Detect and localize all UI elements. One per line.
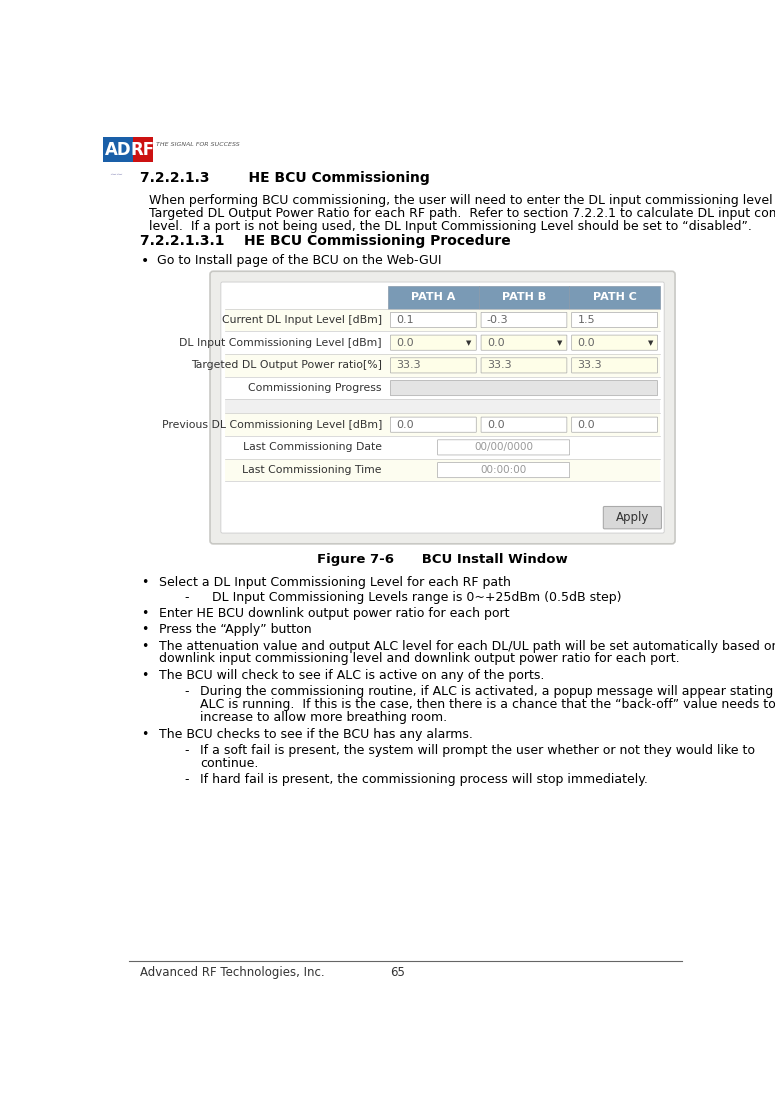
Text: PATH A: PATH A	[412, 292, 456, 302]
Text: When performing BCU commissioning, the user will need to enter the DL input comm: When performing BCU commissioning, the u…	[149, 195, 775, 208]
Text: -0.3: -0.3	[487, 315, 508, 325]
Text: •: •	[141, 668, 149, 681]
Bar	[479, 286, 570, 309]
FancyBboxPatch shape	[481, 358, 567, 373]
Text: •: •	[141, 576, 149, 589]
Text: 0.0: 0.0	[577, 420, 595, 430]
Text: Current DL Input Level [dBm]: Current DL Input Level [dBm]	[222, 315, 382, 325]
Text: 65: 65	[390, 966, 405, 979]
Text: ALC is running.  If this is the case, then there is a chance that the “back-off”: ALC is running. If this is the case, the…	[200, 698, 775, 711]
Text: •: •	[141, 728, 149, 741]
Text: •: •	[141, 608, 149, 620]
Bar	[225, 458, 660, 481]
Text: 0.0: 0.0	[487, 337, 505, 347]
Bar	[225, 331, 660, 354]
Text: Apply: Apply	[615, 511, 649, 524]
FancyBboxPatch shape	[391, 418, 477, 432]
Bar	[103, 137, 133, 162]
Text: -: -	[184, 744, 189, 757]
Text: -: -	[184, 685, 189, 698]
Text: 0.0: 0.0	[396, 420, 414, 430]
Text: 0.0: 0.0	[487, 420, 505, 430]
Text: Enter HE BCU downlink output power ratio for each port: Enter HE BCU downlink output power ratio…	[159, 608, 509, 620]
Text: Last Commissioning Time: Last Commissioning Time	[243, 465, 382, 475]
Text: -: -	[184, 773, 189, 786]
Text: DL Input Commissioning Levels range is 0~+25dBm (0.5dB step): DL Input Commissioning Levels range is 0…	[200, 591, 622, 604]
Bar	[388, 286, 479, 309]
FancyBboxPatch shape	[481, 312, 567, 328]
Text: The BCU checks to see if the BCU has any alarms.: The BCU checks to see if the BCU has any…	[159, 728, 473, 741]
Text: 0.0: 0.0	[396, 337, 414, 347]
Text: Select a DL Input Commissioning Level for each RF path: Select a DL Input Commissioning Level fo…	[159, 576, 511, 589]
Text: AD: AD	[105, 141, 131, 158]
Text: Go to Install page of the BCU on the Web-GUI: Go to Install page of the BCU on the Web…	[157, 254, 441, 267]
FancyBboxPatch shape	[391, 380, 657, 396]
Text: 7.2.2.1.3        HE BCU Commissioning: 7.2.2.1.3 HE BCU Commissioning	[140, 171, 429, 185]
Text: 00:00:00: 00:00:00	[480, 465, 527, 475]
Text: •: •	[141, 640, 149, 653]
Text: ▼: ▼	[647, 340, 653, 346]
FancyBboxPatch shape	[438, 440, 570, 455]
Text: PATH B: PATH B	[502, 292, 546, 302]
FancyBboxPatch shape	[391, 312, 477, 328]
Bar	[225, 413, 660, 436]
Text: •: •	[141, 254, 150, 268]
Text: 1.5: 1.5	[577, 315, 595, 325]
Text: THE SIGNAL FOR SUCCESS: THE SIGNAL FOR SUCCESS	[156, 143, 239, 147]
Bar	[133, 137, 153, 162]
FancyBboxPatch shape	[572, 358, 657, 373]
Text: -: -	[184, 591, 189, 604]
FancyBboxPatch shape	[572, 418, 657, 432]
Text: Targeted DL Output Power Ratio for each RF path.  Refer to section 7.2.2.1 to ca: Targeted DL Output Power Ratio for each …	[149, 208, 775, 220]
Text: •: •	[141, 623, 149, 636]
Bar	[570, 286, 660, 309]
Text: The attenuation value and output ALC level for each DL/UL path will be set autom: The attenuation value and output ALC lev…	[159, 640, 775, 653]
FancyBboxPatch shape	[438, 463, 570, 478]
Text: Advanced RF Technologies, Inc.: Advanced RF Technologies, Inc.	[140, 966, 324, 979]
FancyBboxPatch shape	[572, 335, 657, 351]
Bar	[225, 436, 660, 458]
Text: The BCU will check to see if ALC is active on any of the ports.: The BCU will check to see if ALC is acti…	[159, 668, 544, 681]
Text: 0.1: 0.1	[396, 315, 414, 325]
Text: continue.: continue.	[200, 756, 258, 769]
Text: Commissioning Progress: Commissioning Progress	[248, 384, 382, 393]
Text: Press the “Apply” button: Press the “Apply” button	[159, 623, 312, 636]
Text: Targeted DL Output Power ratio[%]: Targeted DL Output Power ratio[%]	[191, 360, 382, 370]
Text: Figure 7-6      BCU Install Window: Figure 7-6 BCU Install Window	[317, 553, 568, 566]
Bar	[225, 399, 660, 413]
Bar	[225, 354, 660, 377]
Text: downlink input commissioning level and downlink output power ratio for each port: downlink input commissioning level and d…	[159, 653, 680, 666]
Text: ▼: ▼	[467, 340, 472, 346]
Text: DL Input Commissioning Level [dBm]: DL Input Commissioning Level [dBm]	[179, 337, 382, 347]
Text: During the commissioning routine, if ALC is activated, a popup message will appe: During the commissioning routine, if ALC…	[200, 685, 775, 698]
Text: level.  If a port is not being used, the DL Input Commissioning Level should be : level. If a port is not being used, the …	[149, 220, 752, 233]
FancyBboxPatch shape	[604, 507, 661, 529]
FancyBboxPatch shape	[572, 312, 657, 328]
FancyBboxPatch shape	[391, 335, 477, 351]
Text: 33.3: 33.3	[396, 360, 421, 370]
Text: 7.2.2.1.3.1    HE BCU Commissioning Procedure: 7.2.2.1.3.1 HE BCU Commissioning Procedu…	[140, 234, 510, 248]
Text: Previous DL Commissioning Level [dBm]: Previous DL Commissioning Level [dBm]	[161, 420, 382, 430]
Text: If hard fail is present, the commissioning process will stop immediately.: If hard fail is present, the commissioni…	[200, 773, 648, 786]
Text: 33.3: 33.3	[487, 360, 512, 370]
Text: If a soft fail is present, the system will prompt the user whether or not they w: If a soft fail is present, the system wi…	[200, 744, 755, 757]
Text: 00/00/0000: 00/00/0000	[474, 443, 533, 453]
Text: ▼: ▼	[557, 340, 563, 346]
FancyBboxPatch shape	[481, 335, 567, 351]
Text: increase to allow more breathing room.: increase to allow more breathing room.	[200, 711, 447, 724]
Text: RF: RF	[131, 141, 155, 158]
FancyBboxPatch shape	[221, 282, 664, 533]
FancyBboxPatch shape	[210, 271, 675, 544]
Text: 33.3: 33.3	[577, 360, 602, 370]
Bar	[225, 377, 660, 399]
Text: Last Commissioning Date: Last Commissioning Date	[243, 443, 382, 453]
FancyBboxPatch shape	[391, 358, 477, 373]
Bar	[225, 309, 660, 331]
FancyBboxPatch shape	[481, 418, 567, 432]
Text: 0.0: 0.0	[577, 337, 595, 347]
Text: ∼∼: ∼∼	[109, 169, 123, 179]
Text: PATH C: PATH C	[593, 292, 636, 302]
